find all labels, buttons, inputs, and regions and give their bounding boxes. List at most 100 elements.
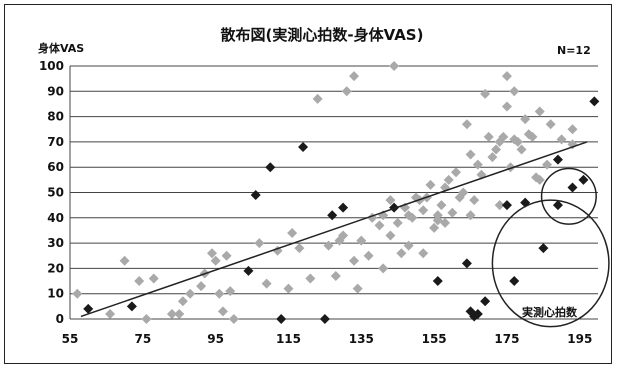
y-tick-label: 80 [47,110,64,124]
x-tick-label: 155 [422,332,447,346]
gray-diamond-point [363,250,374,261]
gray-diamond-point [305,273,316,284]
gray-diamond-point [432,210,443,221]
gray-diamond-point [545,119,556,130]
black-diamond-point [276,314,287,324]
gray-diamond-point [429,222,440,233]
gray-diamond-point [349,255,360,266]
black-diamond-point [319,314,330,324]
black-diamond-point [83,303,94,314]
gray-diamond-point [461,119,472,130]
gray-diamond-point [450,167,461,178]
gray-diamond-point [498,131,509,142]
black-diamond-point [552,154,563,165]
gray-diamond-point [418,248,429,259]
y-axis-label: 身体VAS [38,41,84,55]
gray-diamond-point [440,217,451,228]
gray-diamond-point [472,159,483,170]
gray-diamond-point [72,288,83,299]
x-tick-label: 55 [62,332,79,346]
gray-diamond-point [323,240,334,251]
gray-diamond-point [403,240,414,251]
gray-diamond-point [556,134,567,145]
y-tick-label: 90 [47,84,64,98]
gray-diamond-point [465,149,476,160]
y-tick-label: 10 [47,287,64,301]
chart-frame [4,4,612,364]
gray-diamond-point [389,61,400,71]
gray-diamond-point [542,159,553,170]
gray-diamond-point [407,212,418,223]
gray-diamond-point [228,314,239,324]
data-points [72,61,600,324]
gray-diamond-point [392,217,403,228]
gray-diamond-point [491,144,502,155]
gray-diamond-point [501,101,512,112]
gray-diamond-point [214,288,225,299]
y-tick-label: 20 [47,261,64,275]
gray-diamond-point [465,210,476,221]
gray-diamond-point [196,281,207,292]
gray-diamond-point [443,174,454,185]
x-tick-labels: 55 75 95 115 135 155 175 195 [62,332,593,346]
gray-diamond-point [254,238,265,249]
black-diamond-point [501,200,512,211]
gray-diamond-point [338,230,349,241]
gray-diamond-point [447,207,458,218]
black-diamond-point [327,210,338,221]
y-tick-label: 50 [47,186,64,200]
black-diamond-point [265,162,276,173]
gray-diamond-point [509,86,520,97]
overlay [80,141,610,328]
gray-diamond-point [352,283,363,294]
gray-diamond-point [330,270,341,281]
x-tick-label: 75 [134,332,151,346]
x-tick-label: 175 [494,332,519,346]
gray-diamond-point [287,227,298,238]
gray-diamond-point [396,248,407,259]
y-tick-label: 60 [47,160,64,174]
gray-diamond-point [261,278,272,289]
gray-diamond-point [520,114,531,125]
gray-diamond-point [487,152,498,163]
gray-diamond-point [480,88,491,99]
gray-diamond-point [374,220,385,231]
y-tick-label: 30 [47,236,64,250]
gray-diamond-point [294,243,305,254]
gray-diamond-point [494,200,505,211]
x-tick-label: 135 [349,332,374,346]
gray-diamond-point [141,314,152,324]
gray-diamond-point [148,273,159,284]
gray-diamond-point [385,230,396,241]
black-diamond-point [243,265,254,276]
black-diamond-point [589,96,600,107]
black-diamond-point [567,182,578,193]
gray-diamond-point [174,308,185,319]
gray-diamond-point [534,106,545,117]
gray-diamond-point [166,308,177,319]
trend-line [80,141,588,318]
y-tick-labels: 0 10 20 30 40 50 60 70 80 90 100 [39,59,64,326]
gray-diamond-point [378,263,389,274]
gray-diamond-point [458,187,469,198]
chart-title: 散布図(実測心拍数-身体VAS) [221,26,424,44]
y-tick-label: 70 [47,135,64,149]
gray-diamond-point [469,195,480,206]
gray-diamond-point [349,71,360,82]
x-tick-label: 115 [276,332,301,346]
gray-diamond-point [221,250,232,261]
gray-diamond-point [501,71,512,82]
gray-diamond-point [207,248,218,259]
highlight-ellipse [491,199,610,328]
gray-diamond-point [483,131,494,142]
gray-diamond-point [516,144,527,155]
gray-diamond-point [134,276,145,287]
x-axis-label: 実測心拍数 [522,305,578,319]
gray-diamond-point [185,288,196,299]
gray-diamond-point [283,283,294,294]
black-diamond-point [578,174,589,185]
gray-diamond-point [312,93,323,104]
black-diamond-point [298,141,309,152]
gray-diamond-point [567,124,578,135]
